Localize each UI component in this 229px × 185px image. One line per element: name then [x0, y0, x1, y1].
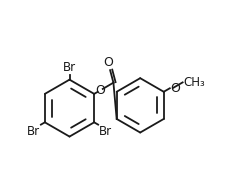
Text: O: O	[170, 82, 180, 95]
Text: Br: Br	[27, 125, 40, 138]
Text: O: O	[95, 84, 105, 97]
Text: CH₃: CH₃	[183, 76, 205, 89]
Text: O: O	[104, 56, 114, 69]
Text: Br: Br	[63, 61, 76, 74]
Text: Br: Br	[99, 125, 112, 138]
